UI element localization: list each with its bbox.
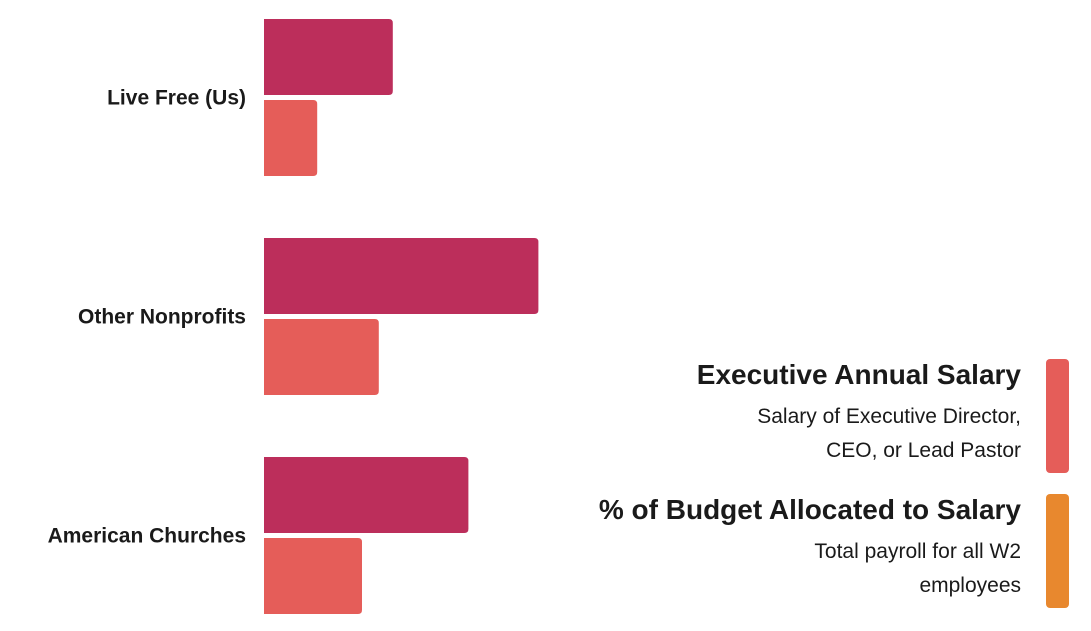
category-label: American Churches: [48, 525, 246, 548]
legend-swatch-budget-salary: [1046, 494, 1069, 608]
legend-desc-budget-salary: Total payroll for all W2 employees: [599, 535, 1021, 603]
bar-executive-salary-2: [264, 457, 469, 533]
category-labels: Live Free (Us) Other Nonprofits American C…: [48, 87, 246, 548]
legend-desc-executive-salary: Salary of Executive Director, CEO, or Le…: [697, 400, 1021, 468]
category-label: Other Nonprofits: [78, 306, 246, 329]
legend-desc-line: CEO, or Lead Pastor: [826, 439, 1021, 462]
legend-desc-line: employees: [919, 574, 1021, 597]
bar-budget-salary-2: [264, 538, 362, 614]
bar-executive-salary-0: [264, 19, 393, 95]
bars-group: [264, 19, 539, 614]
legend-desc-line: Total payroll for all W2: [814, 540, 1021, 563]
legend-desc-line: Salary of Executive Director,: [757, 405, 1021, 428]
legend-swatch-executive-salary: [1046, 359, 1069, 473]
bar-budget-salary-0: [264, 100, 318, 176]
legend-item-budget-salary: % of Budget Allocated to Salary Total pa…: [599, 493, 1021, 603]
legend-title-budget-salary: % of Budget Allocated to Salary: [598, 494, 1021, 525]
bar-budget-salary-1: [264, 319, 379, 395]
bar-executive-salary-1: [264, 238, 539, 314]
legend-title-executive-salary: Executive Annual Salary: [696, 359, 1021, 390]
category-label: Live Free (Us): [107, 87, 246, 110]
legend-item-executive-salary: Executive Annual Salary Salary of Execut…: [697, 358, 1021, 468]
